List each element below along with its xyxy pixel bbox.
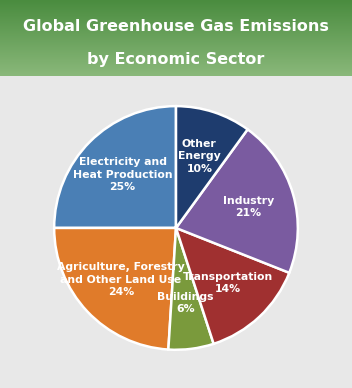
Text: Industry
21%: Industry 21% [223,196,274,218]
Text: Other
Energy
10%: Other Energy 10% [178,139,221,173]
Wedge shape [54,106,176,228]
Wedge shape [176,228,289,344]
Text: Global Greenhouse Gas Emissions: Global Greenhouse Gas Emissions [23,19,329,34]
Text: Buildings
6%: Buildings 6% [157,292,214,314]
Text: by Economic Sector: by Economic Sector [87,52,265,66]
Text: Transportation
14%: Transportation 14% [183,272,273,294]
Wedge shape [176,129,298,273]
Text: Electricity and
Heat Production
25%: Electricity and Heat Production 25% [73,157,172,192]
Wedge shape [176,106,247,228]
Text: Agriculture, Forestry
and Other Land Use
24%: Agriculture, Forestry and Other Land Use… [57,262,185,297]
Wedge shape [168,228,214,350]
Wedge shape [54,228,176,350]
